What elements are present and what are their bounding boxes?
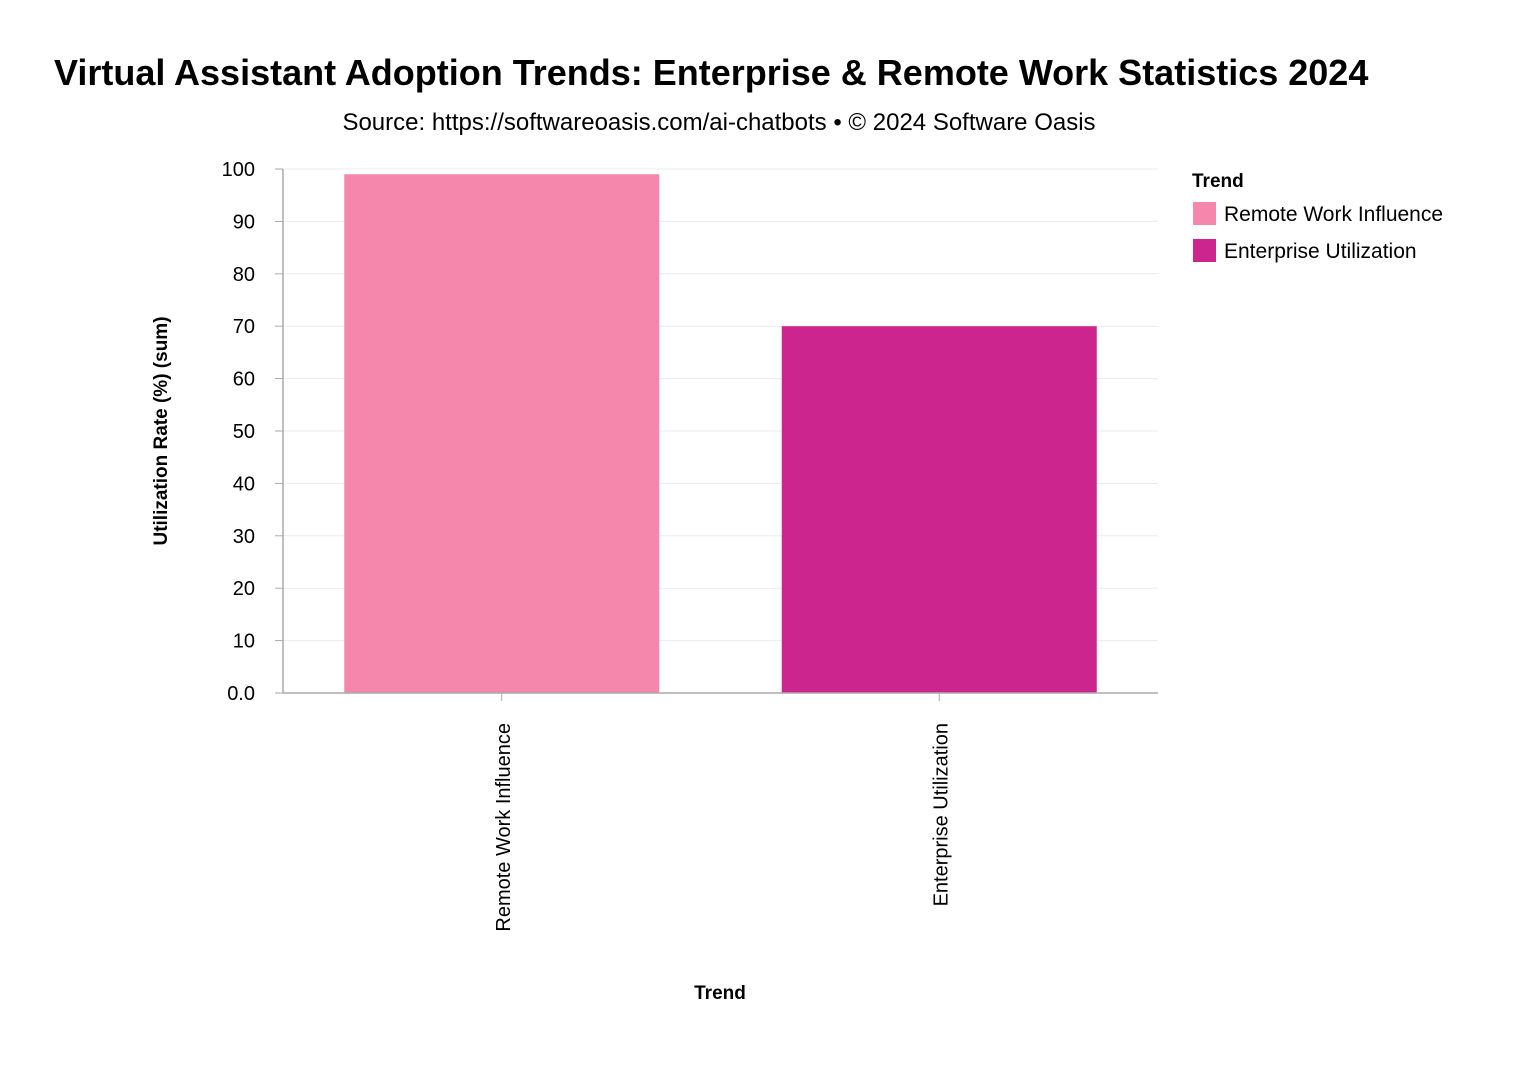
- chart-subtitle: Source: https://softwareoasis.com/ai-cha…: [342, 109, 1095, 136]
- y-tick-label: 70: [233, 316, 255, 338]
- legend: Trend Remote Work Influence Enterprise Ut…: [1192, 171, 1443, 263]
- x-axis-label: Trend: [694, 983, 746, 1004]
- legend-swatch: [1193, 239, 1216, 262]
- legend-swatch: [1193, 202, 1216, 225]
- y-axis-label: Utilization Rate (%) (sum): [151, 316, 172, 545]
- y-tick-label: 90: [233, 211, 255, 233]
- y-tick-label: 10: [233, 631, 255, 653]
- legend-entry: Remote Work Influence: [1224, 203, 1443, 226]
- bar-remote-work-influence: [344, 174, 660, 694]
- x-tick-label: Remote Work Influence: [493, 723, 515, 932]
- x-axis: Remote Work Influence Enterprise Utilizat…: [283, 692, 1158, 932]
- y-tick-label: 30: [233, 526, 255, 548]
- y-tick-label: 40: [233, 473, 255, 495]
- y-tick-label: 50: [233, 421, 255, 443]
- bar-enterprise-utilization: [781, 326, 1097, 693]
- legend-title: Trend: [1192, 171, 1244, 192]
- y-tick-label: 60: [233, 369, 255, 391]
- legend-entry: Enterprise Utilization: [1224, 240, 1417, 263]
- y-tick-label: 0.0: [227, 683, 255, 705]
- x-tick-label: Enterprise Utilization: [930, 723, 952, 906]
- y-tick-label: 100: [222, 159, 255, 181]
- y-tick-label: 80: [233, 264, 255, 286]
- chart-title: Virtual Assistant Adoption Trends: Enter…: [54, 52, 1368, 93]
- y-axis: 0.0 10 20 30 40 50 60 70 80 90 100: [222, 159, 284, 705]
- bars: [344, 174, 1097, 694]
- y-tick-label: 20: [233, 578, 255, 600]
